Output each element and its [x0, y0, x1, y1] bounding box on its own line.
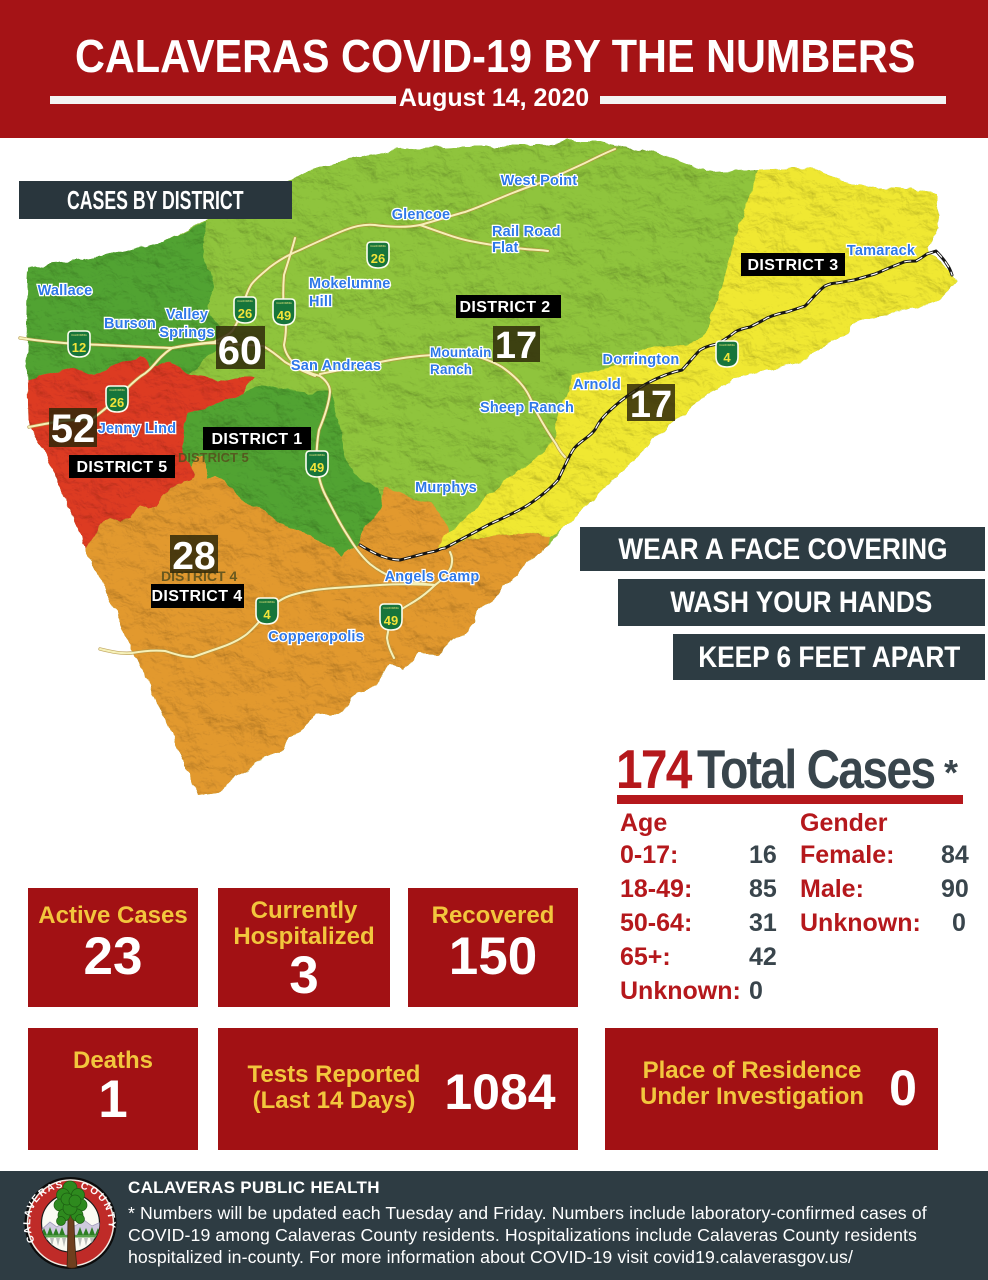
svg-text:CALIFORNIA: CALIFORNIA — [259, 600, 275, 604]
svg-text:Flat: Flat — [492, 240, 519, 256]
svg-text:60: 60 — [218, 329, 263, 373]
svg-text:Dorrington: Dorrington — [603, 352, 680, 368]
svg-text:CALIFORNIA: CALIFORNIA — [71, 333, 87, 337]
svg-text:Burson: Burson — [104, 316, 156, 332]
svg-text:CALIFORNIA: CALIFORNIA — [309, 453, 325, 457]
svg-text:CALIFORNIA: CALIFORNIA — [719, 343, 735, 347]
svg-text:17: 17 — [630, 384, 672, 426]
svg-text:49: 49 — [310, 460, 324, 475]
svg-text:28: 28 — [172, 535, 215, 578]
svg-text:Sheep Ranch: Sheep Ranch — [480, 400, 574, 416]
svg-text:San Andreas: San Andreas — [291, 358, 381, 374]
svg-text:49: 49 — [384, 613, 398, 628]
svg-text:CALIFORNIA: CALIFORNIA — [237, 299, 253, 303]
svg-text:DISTRICT 1: DISTRICT 1 — [211, 431, 302, 448]
svg-text:DISTRICT 5: DISTRICT 5 — [178, 450, 249, 465]
svg-text:49: 49 — [277, 308, 291, 323]
svg-text:DISTRICT 3: DISTRICT 3 — [747, 257, 838, 274]
svg-text:Mountain: Mountain — [430, 345, 492, 360]
svg-text:52: 52 — [51, 407, 96, 451]
svg-text:Jenny Lind: Jenny Lind — [98, 421, 177, 437]
svg-text:12: 12 — [72, 340, 86, 355]
svg-text:26: 26 — [371, 251, 385, 266]
svg-text:CALIFORNIA: CALIFORNIA — [109, 388, 125, 392]
svg-text:4: 4 — [723, 350, 731, 365]
svg-text:Angels Camp: Angels Camp — [385, 569, 480, 585]
svg-text:CALIFORNIA: CALIFORNIA — [276, 301, 292, 305]
svg-text:Wallace: Wallace — [38, 283, 93, 299]
svg-text:26: 26 — [110, 395, 124, 410]
svg-text:Glencoe: Glencoe — [392, 207, 451, 223]
svg-text:26: 26 — [238, 306, 252, 321]
svg-text:CALIFORNIA: CALIFORNIA — [383, 606, 399, 610]
svg-text:DISTRICT 4: DISTRICT 4 — [151, 588, 242, 605]
svg-text:Rail Road: Rail Road — [492, 224, 561, 240]
svg-text:Hill: Hill — [309, 294, 332, 310]
svg-text:17: 17 — [495, 325, 537, 367]
svg-text:Mokelumne: Mokelumne — [309, 276, 391, 292]
svg-text:DISTRICT 2: DISTRICT 2 — [459, 299, 550, 316]
svg-text:CALIFORNIA: CALIFORNIA — [370, 244, 386, 248]
svg-text:Murphys: Murphys — [415, 480, 477, 496]
svg-text:4: 4 — [263, 607, 271, 622]
svg-text:Arnold: Arnold — [573, 377, 621, 393]
svg-text:DISTRICT 5: DISTRICT 5 — [76, 459, 167, 476]
svg-text:Tamarack: Tamarack — [847, 243, 916, 259]
svg-text:Valley: Valley — [166, 307, 208, 323]
svg-text:Copperopolis: Copperopolis — [268, 629, 364, 645]
svg-text:Ranch: Ranch — [430, 362, 472, 377]
svg-text:Springs: Springs — [159, 325, 214, 341]
svg-text:West Point: West Point — [501, 173, 578, 189]
